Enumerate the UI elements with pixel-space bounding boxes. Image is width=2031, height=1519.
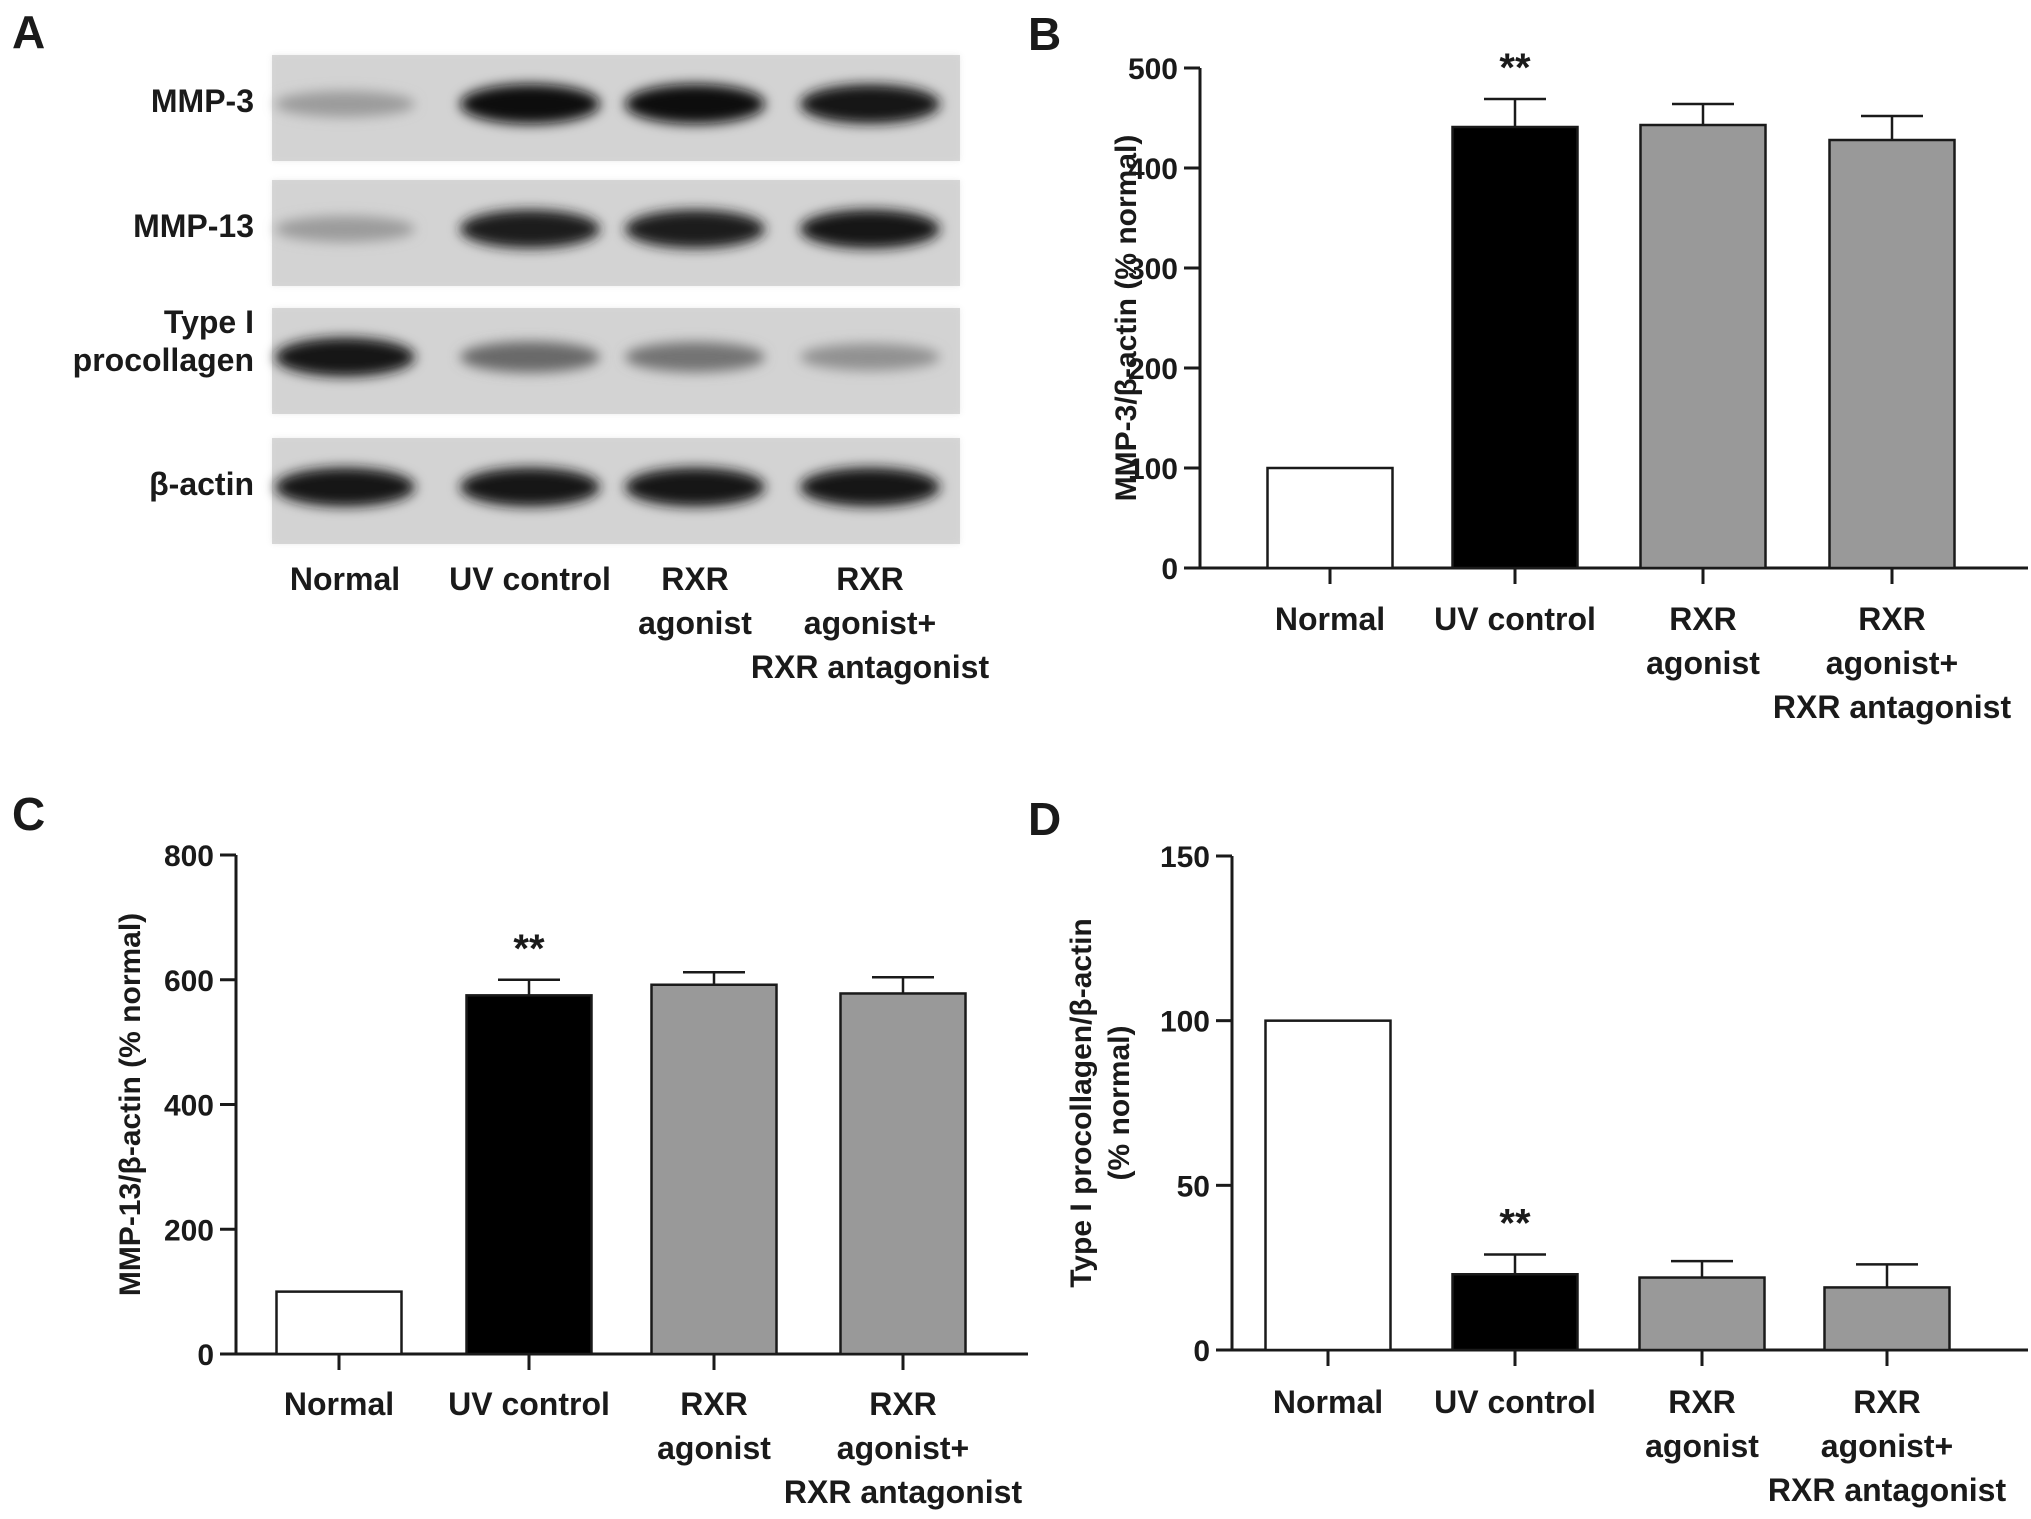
blot-band — [275, 216, 415, 242]
blot-band — [460, 467, 600, 507]
bar — [1823, 1286, 1951, 1352]
x-tick-label: Normal — [1273, 1384, 1383, 1420]
y-tick-label: 100 — [1160, 1006, 1210, 1039]
blot-lane-label: RXR agonist — [638, 561, 752, 641]
blot-strip — [272, 55, 960, 161]
chart-mmp3: B 0 100 200 300 400 500 MMP-3/β-actin (% norma… — [1028, 8, 2028, 725]
y-tick-label: 600 — [164, 965, 214, 998]
x-tick-label: UV control — [1434, 601, 1596, 637]
panel-letter-d: D — [1028, 793, 1061, 845]
blot-band — [800, 343, 940, 371]
x-tick-label: UV control — [1434, 1384, 1596, 1420]
x-tick-label: RXR agonist+ RXR antagonist — [784, 1386, 1023, 1510]
panel-letter-c: C — [12, 788, 45, 840]
y-tick-label: 400 — [1128, 153, 1178, 186]
blot-band — [625, 84, 765, 124]
blot-strip — [272, 180, 960, 286]
y-tick-label: 800 — [164, 840, 214, 873]
x-tick-label: RXR agonist — [1645, 1384, 1759, 1464]
bar — [1451, 125, 1579, 570]
x-tick-label: RXR agonist+ RXR antagonist — [1768, 1384, 2007, 1508]
blot-band — [275, 337, 415, 377]
y-tick-label: 200 — [164, 1214, 214, 1247]
bar — [1266, 466, 1394, 570]
blot-band — [275, 467, 415, 507]
blot-band — [800, 209, 940, 249]
x-tick-label: UV control — [448, 1386, 610, 1422]
y-tick-label: 0 — [1161, 553, 1178, 586]
blot-band — [625, 342, 765, 372]
bar — [1451, 1273, 1579, 1352]
y-tick-label: 200 — [1128, 353, 1178, 386]
y-axis-title: MMP-13/β-actin (% normal) — [114, 913, 147, 1296]
blot-band — [800, 84, 940, 124]
bar — [1638, 1276, 1766, 1352]
y-axis-title: MMP-3/β-actin (% normal) — [1110, 135, 1143, 502]
bar — [275, 1290, 403, 1356]
bar — [650, 983, 778, 1356]
blot-band — [460, 209, 600, 249]
chart-mmp13: C 0 200 400 600 800 MMP-13/β-actin (% normal)… — [12, 788, 1028, 1510]
x-tick-label: RXR agonist — [657, 1386, 771, 1466]
blot-band-label: β-actin — [149, 466, 254, 502]
blot-band — [625, 467, 765, 507]
panel-letter-b: B — [1028, 8, 1061, 60]
y-tick-label: 100 — [1128, 453, 1178, 486]
y-tick-label: 150 — [1160, 841, 1210, 874]
bar — [1639, 123, 1767, 570]
bar — [839, 992, 967, 1356]
x-tick-label: RXR agonist — [1646, 601, 1760, 681]
bar — [1264, 1019, 1392, 1352]
significance-marker: ** — [1499, 46, 1531, 90]
bar — [1828, 138, 1956, 570]
blot-strip — [272, 438, 960, 544]
panel-letter-a: A — [12, 6, 45, 58]
x-tick-label: Normal — [1275, 601, 1385, 637]
y-tick-label: 50 — [1177, 1170, 1210, 1203]
blot-lane-label: RXR agonist+ RXR antagonist — [751, 561, 990, 685]
blot-strips — [272, 55, 960, 544]
blot-band — [800, 467, 940, 507]
blot-band — [625, 209, 765, 249]
significance-marker: ** — [513, 927, 545, 971]
y-tick-label: 0 — [197, 1339, 214, 1372]
x-tick-label: RXR agonist+ RXR antagonist — [1773, 601, 2012, 725]
bar — [465, 994, 593, 1356]
blot-band-label: MMP-3 — [151, 83, 254, 119]
blot-band — [460, 84, 600, 124]
blot-band — [460, 341, 600, 373]
blot-band-label: MMP-13 — [133, 208, 254, 244]
blot-lane-label: UV control — [449, 561, 611, 597]
y-tick-label: 0 — [1193, 1335, 1210, 1368]
y-tick-label: 400 — [164, 1090, 214, 1123]
x-tick-label: Normal — [284, 1386, 394, 1422]
blot-band — [275, 91, 415, 117]
y-axis-title: Type I procollagen/β-actin (% normal) — [1065, 918, 1136, 1287]
significance-marker: ** — [1499, 1201, 1531, 1245]
y-tick-label: 300 — [1128, 253, 1178, 286]
y-tick-label: 500 — [1128, 53, 1178, 86]
chart-type1-procollagen: D 0 50 100 150 Type I procollagen/β-actin (% … — [1028, 793, 2028, 1508]
blot-lane-label: Normal — [290, 561, 400, 597]
blot-strip — [272, 308, 960, 414]
